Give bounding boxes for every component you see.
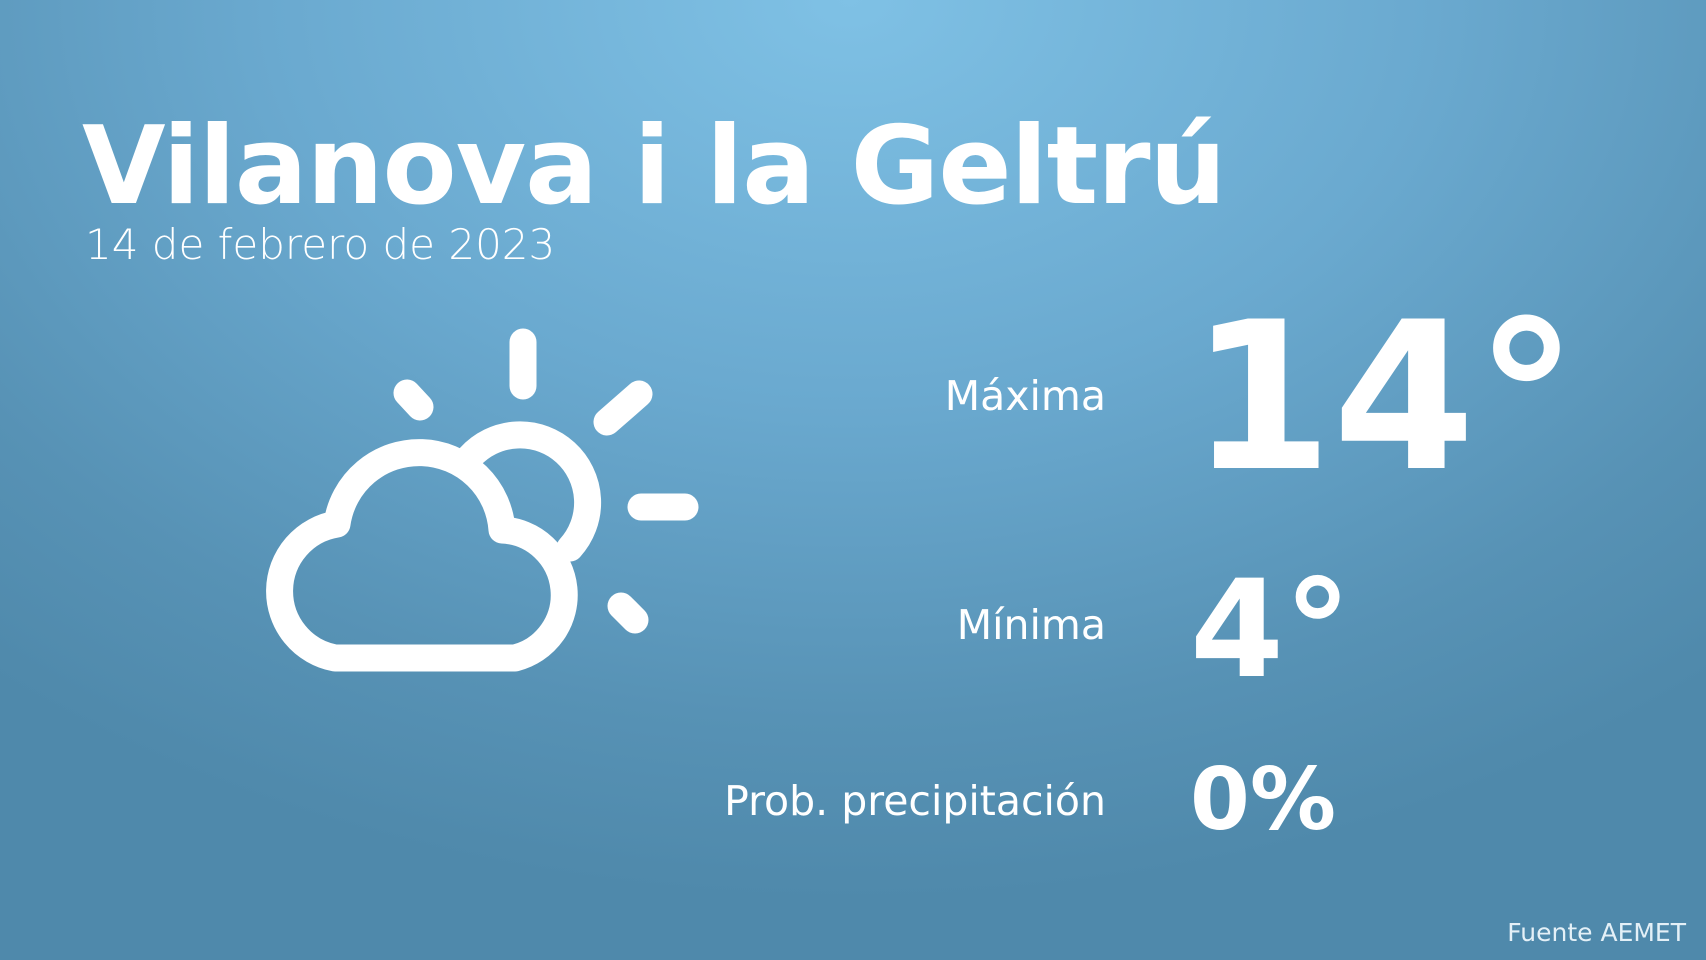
partly-cloudy-icon xyxy=(266,328,699,672)
min-temp-value: 4° xyxy=(1190,551,1352,708)
forecast-date: 14 de febrero de 2023 xyxy=(85,220,556,269)
precipitation-value: 0% xyxy=(1190,750,1337,850)
min-temp-label: Mínima xyxy=(956,601,1106,649)
city-title: Vilanova i la Geltrú xyxy=(82,104,1226,229)
max-temp-label: Máxima xyxy=(944,372,1106,420)
source-credit: Fuente AEMET xyxy=(1507,918,1686,947)
max-temp-value: 14° xyxy=(1190,279,1578,517)
precipitation-label: Prob. precipitación xyxy=(724,777,1106,825)
